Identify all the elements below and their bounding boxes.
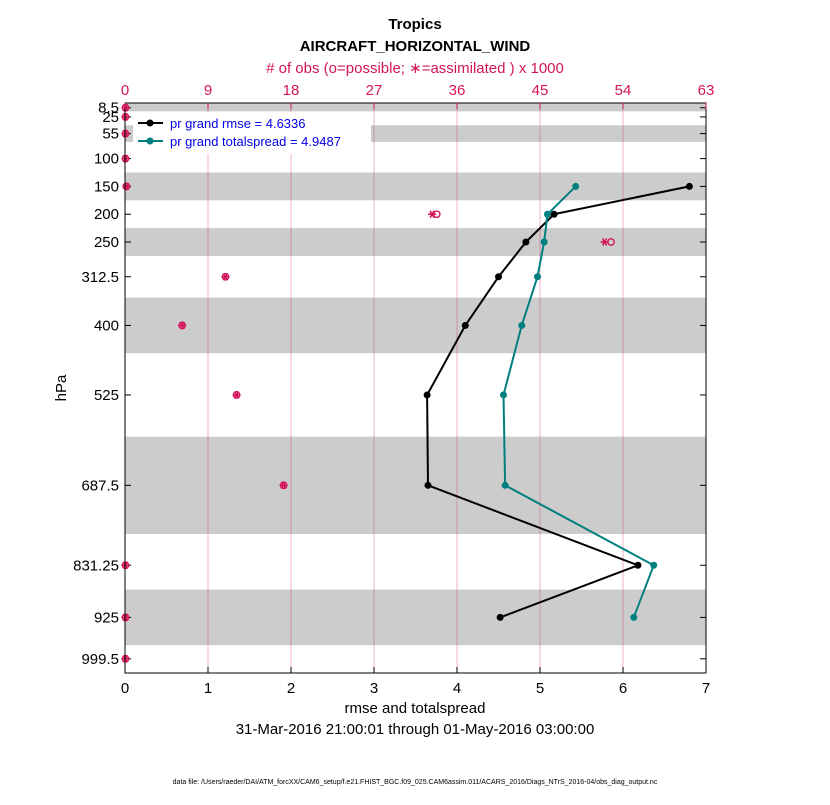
x-tick-label: 3 — [370, 680, 378, 697]
rmse-point — [634, 561, 642, 569]
band — [125, 228, 706, 256]
obs-star-stroke — [280, 481, 287, 490]
y-tick-label: 100 — [94, 151, 119, 168]
y-tick-label: 925 — [94, 609, 119, 626]
y-tick-label: 687.5 — [81, 477, 119, 494]
top-tick-label: 63 — [698, 82, 715, 99]
top-tick-label: 9 — [204, 82, 212, 99]
chart-title: Tropics — [388, 16, 441, 33]
date-range: 31-Mar-2016 21:00:01 through 01-May-2016… — [236, 721, 595, 738]
totalspread-point — [572, 182, 580, 190]
obs-star-stroke — [179, 321, 185, 330]
rmse-point — [522, 238, 530, 246]
band — [125, 103, 706, 112]
band — [125, 297, 706, 354]
legend-spread-marker — [146, 137, 154, 145]
y-tick-label: 55 — [102, 126, 119, 143]
totalspread-point — [534, 273, 542, 281]
band — [125, 589, 706, 646]
rmse-point — [550, 210, 558, 218]
x-tick-label: 4 — [453, 680, 461, 697]
obs-star-stroke — [233, 391, 240, 399]
obs-assimilated-marker — [232, 391, 241, 399]
obs-assimilated-marker — [428, 210, 437, 219]
y-tick-label: 400 — [94, 317, 119, 334]
obs-star-stroke — [601, 238, 608, 246]
bottom-axis-ticks: 0 1 2 3 4 5 6 7 — [121, 667, 710, 697]
totalspread-point — [543, 210, 551, 218]
plot-frame — [124, 102, 707, 674]
series-points — [423, 182, 693, 621]
x-tick-label: 6 — [619, 680, 627, 697]
x-tick-label: 5 — [536, 680, 544, 697]
y-tick-label: 999.5 — [81, 651, 119, 668]
top-tick-label: 0 — [121, 82, 129, 99]
totalspread-point — [650, 561, 658, 569]
top-axis-label: # of obs (o=possible; ∗=assimilated ) x … — [266, 60, 564, 77]
legend-spread-label: pr grand totalspread = 4.9487 — [170, 134, 341, 149]
x-tick-label: 0 — [121, 680, 129, 697]
y-tick-label: 250 — [94, 234, 119, 251]
legend-rmse-label: pr grand rmse = 4.6336 — [170, 116, 306, 131]
top-tick-label: 36 — [449, 82, 466, 99]
y-tick-label: 8.5 — [98, 100, 119, 117]
y-tick-label: 312.5 — [81, 269, 119, 286]
y-tick-label: 150 — [94, 178, 119, 195]
totalspread-point — [499, 391, 507, 399]
x-axis-label: rmse and totalspread — [345, 700, 486, 717]
y-tick-label: 831.25 — [73, 557, 119, 574]
obs-assimilated-marker — [178, 321, 187, 330]
band — [125, 172, 706, 201]
top-tick-label: 27 — [366, 82, 383, 99]
alternating-bands — [125, 103, 706, 646]
obs-assimilated-marker — [279, 481, 288, 490]
band — [125, 436, 706, 534]
rmse-point — [496, 613, 504, 621]
obs-star-stroke — [222, 272, 229, 281]
y-tick-label: 200 — [94, 206, 119, 223]
y-axis-label: hPa — [53, 374, 70, 401]
top-tick-label: 45 — [532, 82, 549, 99]
obs-assimilated-marker — [600, 238, 609, 246]
x-tick-label: 1 — [204, 680, 212, 697]
y-tick-label: 25 — [102, 109, 119, 126]
totalspread-point — [501, 481, 509, 489]
totalspread-point — [540, 238, 548, 246]
rmse-point — [423, 391, 431, 399]
totalspread-point — [630, 613, 638, 621]
legend-box — [133, 112, 371, 154]
rmse-point — [461, 321, 469, 329]
obs-star-stroke — [429, 210, 435, 219]
totalspread-point — [518, 321, 526, 329]
top-tick-label: 54 — [615, 82, 632, 99]
rmse-point — [424, 481, 432, 489]
chart-subtitle: AIRCRAFT_HORIZONTAL_WIND — [300, 38, 531, 55]
x-tick-label: 7 — [702, 680, 710, 697]
data-file-footer: data file: /Users/raeder/DAI/ATM_forcXX/… — [173, 779, 658, 786]
x-tick-label: 2 — [287, 680, 295, 697]
rmse-point — [495, 273, 502, 281]
vertical-gridlines — [207, 103, 624, 673]
y-tick-label: 525 — [94, 387, 119, 404]
top-axis-ticks: 0 9 18 27 36 45 54 63 — [121, 82, 715, 109]
legend-rmse-marker — [146, 119, 154, 127]
legend: pr grand rmse = 4.6336 pr grand totalspr… — [133, 112, 371, 154]
obs-assimilated-marker — [221, 272, 230, 281]
top-tick-label: 18 — [283, 82, 300, 99]
rmse-point — [685, 182, 693, 190]
